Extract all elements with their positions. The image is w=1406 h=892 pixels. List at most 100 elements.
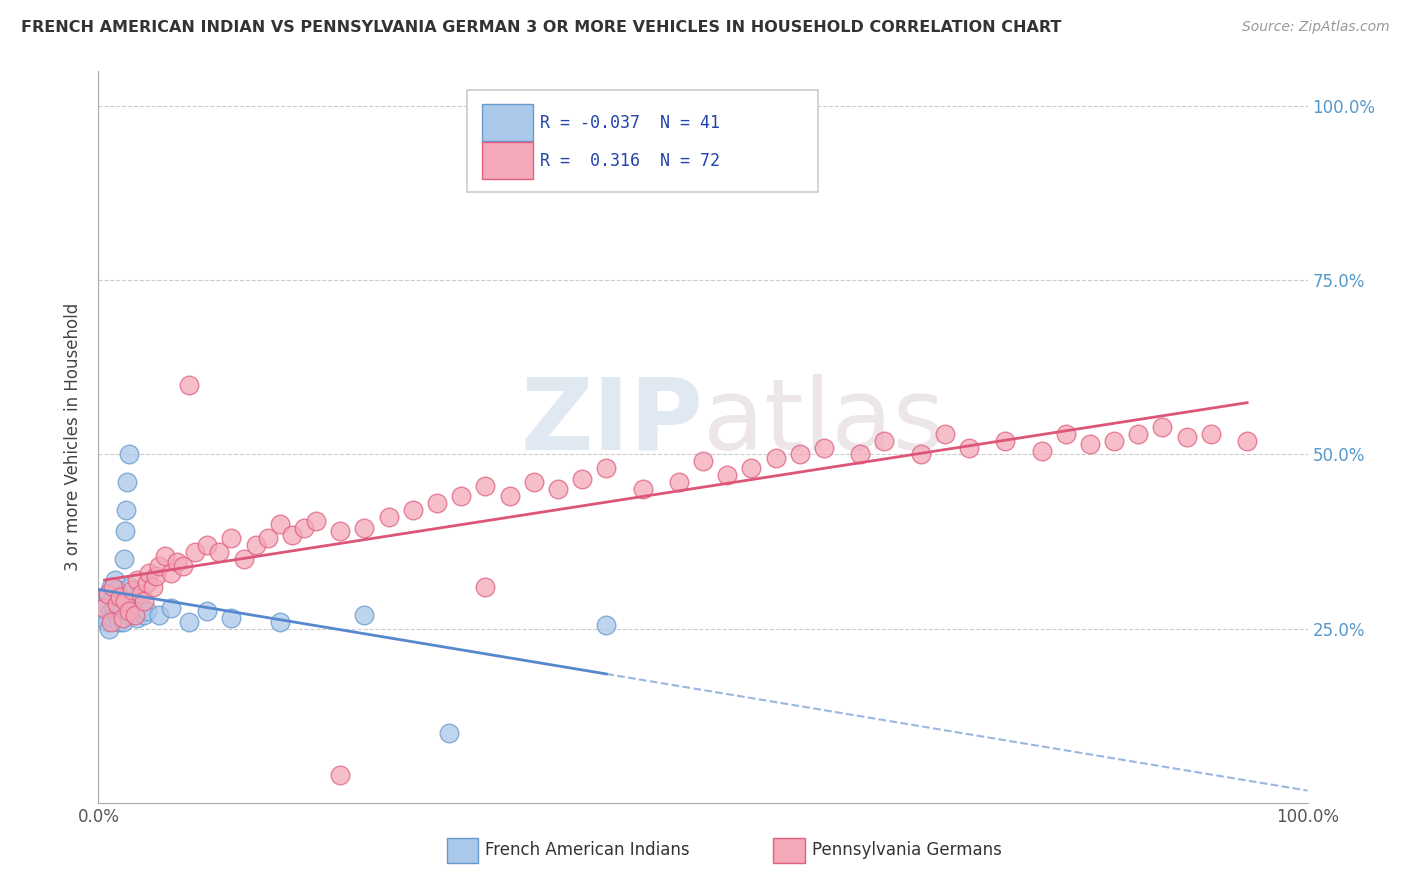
Point xyxy=(789,448,811,462)
Point xyxy=(1054,426,1077,441)
Point xyxy=(124,607,146,622)
Text: Pennsylvania Germans: Pennsylvania Germans xyxy=(811,841,1001,859)
Point xyxy=(292,521,315,535)
Point xyxy=(121,597,143,611)
Point xyxy=(245,538,267,552)
FancyBboxPatch shape xyxy=(482,143,533,179)
Text: atlas: atlas xyxy=(703,374,945,471)
Point xyxy=(110,604,132,618)
Point xyxy=(117,475,139,490)
Point xyxy=(160,566,183,580)
Point xyxy=(547,483,569,497)
Point xyxy=(269,615,291,629)
Point xyxy=(179,615,201,629)
Point xyxy=(474,479,496,493)
Point xyxy=(127,573,149,587)
Point xyxy=(1199,426,1222,441)
Point xyxy=(1102,434,1125,448)
Point xyxy=(135,576,157,591)
Point xyxy=(105,597,128,611)
Point xyxy=(108,594,131,608)
Point xyxy=(631,483,654,497)
Point xyxy=(692,454,714,468)
Point xyxy=(329,768,352,782)
Point xyxy=(104,573,127,587)
Text: R = -0.037  N = 41: R = -0.037 N = 41 xyxy=(540,113,720,131)
Point xyxy=(160,600,183,615)
Point xyxy=(269,517,291,532)
Point xyxy=(129,587,152,601)
Point xyxy=(1078,437,1101,451)
Point xyxy=(138,566,160,580)
Point xyxy=(93,600,115,615)
Point xyxy=(179,377,201,392)
Point xyxy=(523,475,546,490)
Point xyxy=(93,607,115,622)
Point xyxy=(1152,419,1174,434)
Point xyxy=(474,580,496,594)
Point xyxy=(957,441,980,455)
Point xyxy=(118,448,141,462)
Point xyxy=(94,597,117,611)
Point xyxy=(668,475,690,490)
Point xyxy=(849,448,872,462)
Point xyxy=(450,489,472,503)
Point xyxy=(437,726,460,740)
Point xyxy=(1031,444,1053,458)
Point xyxy=(105,583,128,598)
Y-axis label: 3 or more Vehicles in Household: 3 or more Vehicles in Household xyxy=(65,303,83,571)
Point xyxy=(426,496,449,510)
Point xyxy=(108,591,131,605)
Point xyxy=(166,556,188,570)
Point xyxy=(114,594,136,608)
Point xyxy=(208,545,231,559)
Point xyxy=(256,531,278,545)
Point xyxy=(740,461,762,475)
Point xyxy=(103,600,125,615)
Point xyxy=(98,622,121,636)
Point xyxy=(281,527,304,541)
Point xyxy=(765,450,787,465)
Point xyxy=(716,468,738,483)
Point xyxy=(813,441,835,455)
Point xyxy=(134,594,156,608)
Point xyxy=(595,461,617,475)
Point xyxy=(329,524,352,538)
FancyBboxPatch shape xyxy=(773,838,804,863)
Text: FRENCH AMERICAN INDIAN VS PENNSYLVANIA GERMAN 3 OR MORE VEHICLES IN HOUSEHOLD CO: FRENCH AMERICAN INDIAN VS PENNSYLVANIA G… xyxy=(21,20,1062,35)
Point xyxy=(353,607,375,622)
Point xyxy=(118,580,141,594)
FancyBboxPatch shape xyxy=(482,104,533,141)
Point xyxy=(121,583,143,598)
Point xyxy=(353,521,375,535)
Point xyxy=(1128,426,1150,441)
Point xyxy=(153,549,176,563)
Point xyxy=(910,448,932,462)
Point xyxy=(221,611,243,625)
Point xyxy=(232,552,254,566)
FancyBboxPatch shape xyxy=(467,90,818,192)
Point xyxy=(402,503,425,517)
Point xyxy=(101,580,124,594)
Point xyxy=(97,587,120,601)
Point xyxy=(142,580,165,594)
Point xyxy=(498,489,520,503)
Point xyxy=(934,426,956,441)
Point xyxy=(305,514,328,528)
Point xyxy=(100,580,122,594)
Point xyxy=(96,615,118,629)
Point xyxy=(100,611,122,625)
Point xyxy=(571,472,593,486)
Text: R =  0.316  N = 72: R = 0.316 N = 72 xyxy=(540,152,720,169)
Point xyxy=(1236,434,1258,448)
Point xyxy=(1175,430,1198,444)
Point xyxy=(135,604,157,618)
Point xyxy=(111,615,134,629)
Point xyxy=(115,503,138,517)
Point xyxy=(112,552,135,566)
Point xyxy=(148,607,170,622)
Point xyxy=(111,587,134,601)
Point xyxy=(129,600,152,615)
Point xyxy=(145,569,167,583)
Point xyxy=(127,611,149,625)
